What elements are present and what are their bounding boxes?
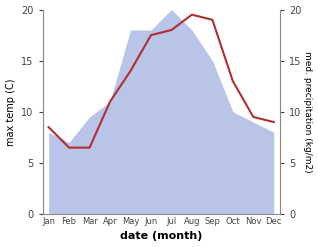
Y-axis label: max temp (C): max temp (C) — [5, 78, 16, 145]
Y-axis label: med. precipitation (kg/m2): med. precipitation (kg/m2) — [303, 51, 313, 173]
X-axis label: date (month): date (month) — [120, 231, 203, 242]
